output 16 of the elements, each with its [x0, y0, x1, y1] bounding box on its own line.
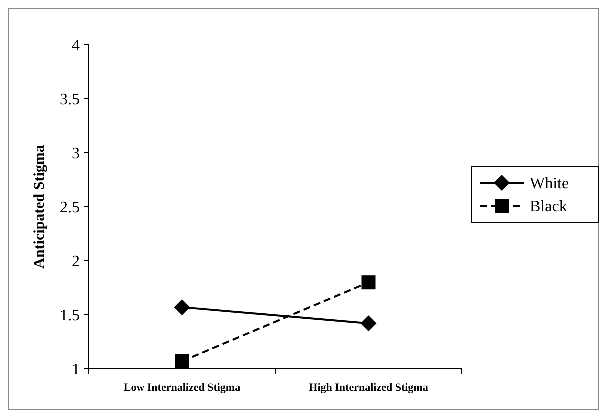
y-tick-label: 1 — [72, 362, 80, 379]
point — [362, 276, 376, 290]
y-tick-label: 3 — [72, 146, 80, 163]
legend-label: Black — [530, 198, 568, 216]
y-tick-label: 2.5 — [60, 200, 80, 217]
legend-label: White — [530, 176, 570, 193]
x-tick-label: High Internalized Stigma — [309, 382, 429, 394]
y-tick-label: 2 — [72, 254, 80, 271]
point — [174, 299, 190, 316]
point — [175, 354, 190, 368]
point — [360, 316, 377, 332]
y-tick-label: 4 — [72, 38, 80, 55]
y-axis-title: Anticipated Stigma — [32, 144, 48, 269]
x-tick-label: Low Internalized Stigma — [124, 382, 242, 394]
y-tick-label: 1.5 — [60, 308, 80, 325]
y-tick-label: 3.5 — [60, 92, 80, 109]
